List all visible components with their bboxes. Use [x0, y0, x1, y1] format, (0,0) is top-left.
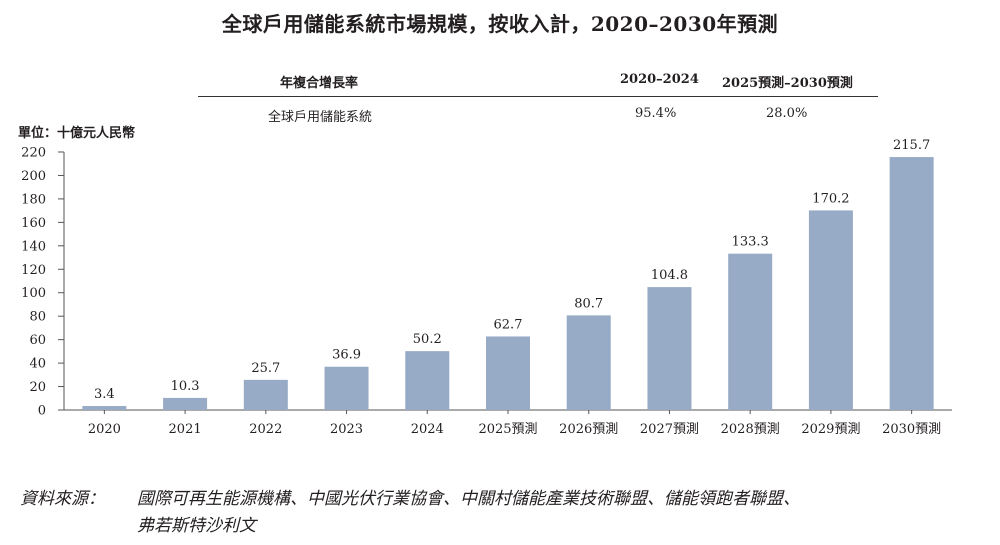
- cagr-col1-header: 2020–2024: [620, 72, 699, 87]
- y-tick-label: 100: [21, 286, 46, 301]
- cagr-row-label: 全球戶用儲能系統: [268, 110, 373, 125]
- y-tick-label: 60: [29, 333, 46, 348]
- x-tick-label: 2029預測: [801, 422, 860, 437]
- x-tick-label: 2025預測: [478, 422, 537, 437]
- cagr-col2-header: 2025預測–2030預測: [722, 76, 853, 91]
- y-tick-label: 180: [21, 192, 46, 207]
- y-tick-label: 140: [21, 239, 46, 254]
- bar: [566, 315, 611, 410]
- cagr-table-rule: [198, 96, 878, 97]
- source-label: 資料來源：: [20, 489, 105, 509]
- cagr-col2-value: 28.0%: [766, 106, 808, 121]
- data-label: 80.7: [574, 296, 603, 311]
- y-tick-label: 120: [21, 263, 46, 278]
- x-tick-label: 2023: [330, 422, 363, 437]
- bar: [163, 397, 208, 410]
- y-tick-label: 20: [29, 380, 46, 395]
- x-tick-label: 2030預測: [882, 422, 941, 437]
- data-label: 25.7: [251, 361, 280, 376]
- x-tick-label: 2021: [169, 422, 202, 437]
- bar: [405, 351, 450, 410]
- data-label: 3.4: [94, 387, 115, 402]
- source-note: 資料來源： 國際可再生能源機構、中國光伏行業協會、中關村儲能產業技術聯盟、儲能領跑…: [20, 486, 990, 540]
- chart-title: 全球戶用儲能系統市場規模，按收入計，2020–2030年預測: [221, 12, 779, 36]
- data-label: 50.2: [413, 332, 442, 347]
- data-label: 133.3: [732, 235, 769, 250]
- bar: [486, 336, 530, 410]
- x-tick-label: 2024: [411, 422, 444, 437]
- x-tick-label: 2027預測: [640, 422, 699, 437]
- x-tick-label: 2026預測: [559, 422, 618, 437]
- y-tick-label: 160: [21, 216, 46, 231]
- bar: [324, 366, 369, 410]
- cagr-col1-value: 95.4%: [635, 106, 677, 121]
- cagr-header-label: 年複合增長率: [280, 76, 359, 91]
- data-label: 10.3: [171, 379, 200, 394]
- bar: [82, 406, 127, 410]
- source-line-2: 弗若斯特沙利文: [137, 516, 256, 536]
- bar: [243, 379, 288, 410]
- data-label: 104.8: [651, 268, 688, 283]
- x-tick-label: 2022: [249, 422, 282, 437]
- x-tick-label: 2028預測: [721, 422, 780, 437]
- y-tick-label: 40: [29, 357, 46, 372]
- x-tick-label: 2020: [88, 422, 121, 437]
- y-tick-label: 200: [21, 169, 46, 184]
- data-label: 215.7: [893, 138, 930, 153]
- unit-label: 單位：十億元人民幣: [18, 126, 136, 141]
- bar: [728, 253, 773, 410]
- source-line-1: 國際可再生能源機構、中國光伏行業協會、中關村儲能產業技術聯盟、儲能領跑者聯盟、: [137, 489, 800, 509]
- y-tick-label: 80: [29, 310, 46, 325]
- data-label: 36.9: [332, 348, 361, 363]
- bar: [889, 157, 934, 410]
- y-tick-label: 0: [38, 404, 46, 419]
- data-label: 62.7: [494, 317, 523, 332]
- bar: [647, 287, 692, 410]
- bar: [808, 210, 853, 410]
- y-tick-label: 220: [21, 146, 46, 161]
- data-label: 170.2: [812, 191, 849, 206]
